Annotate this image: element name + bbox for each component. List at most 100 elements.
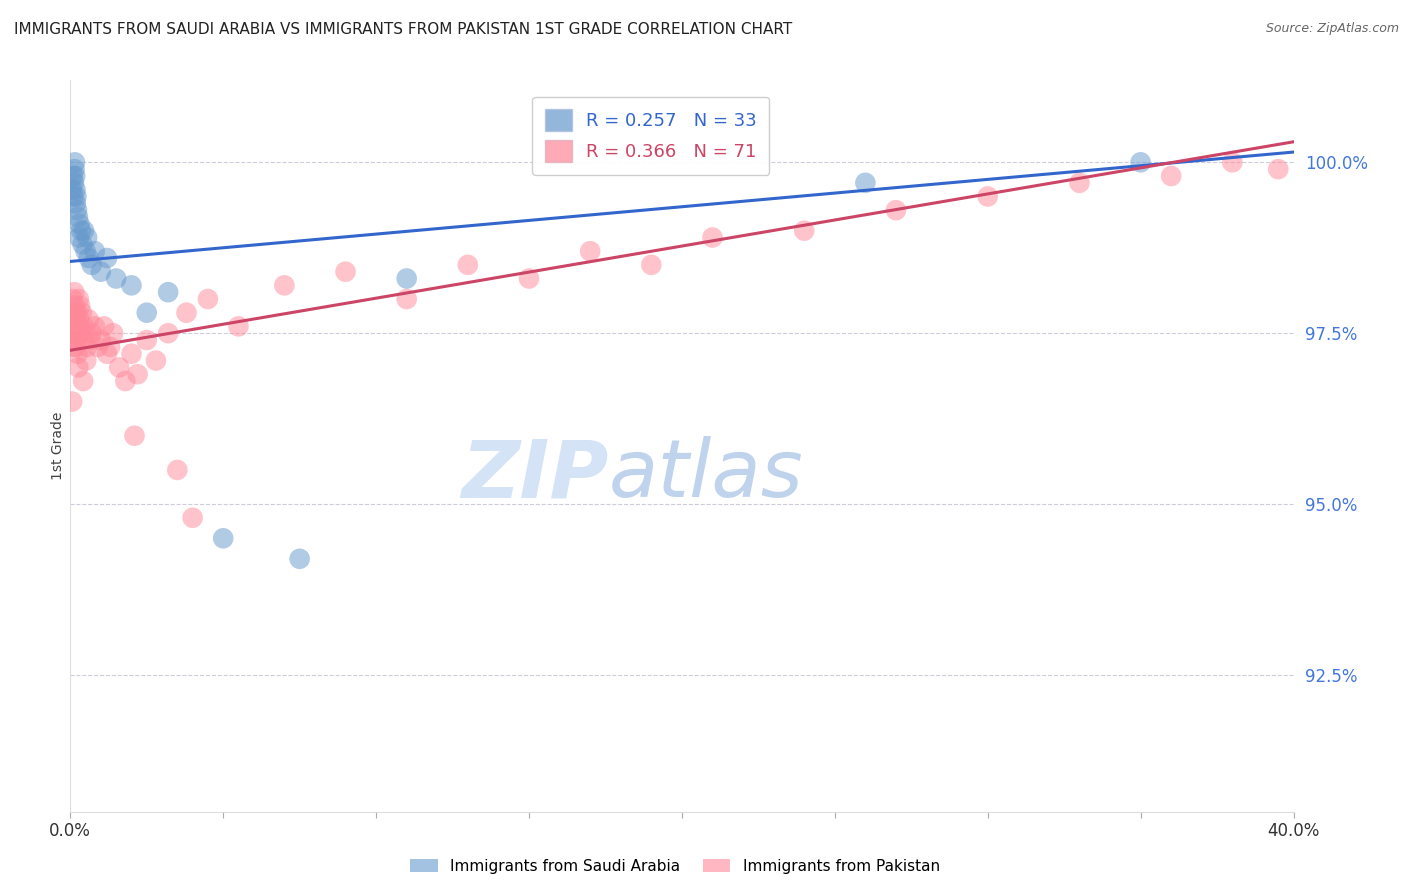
Point <box>62 340 84 354</box>
Point <box>72 333 94 347</box>
Text: ZIP: ZIP <box>461 436 609 515</box>
Point <box>63 155 86 169</box>
Point <box>77 312 100 326</box>
Point <box>63 333 86 347</box>
Point <box>181 510 204 524</box>
Point <box>72 237 94 252</box>
Point <box>228 319 250 334</box>
Point <box>63 169 86 183</box>
Point <box>65 319 87 334</box>
Point <box>73 224 96 238</box>
Point <box>80 258 103 272</box>
Point <box>135 333 157 347</box>
Point <box>66 333 89 347</box>
Point <box>157 285 180 300</box>
Point <box>395 271 418 285</box>
Point <box>98 340 121 354</box>
Point <box>63 176 86 190</box>
Point <box>1160 169 1182 183</box>
Point <box>124 429 146 443</box>
Point <box>60 183 83 197</box>
Point <box>65 196 87 211</box>
Point <box>62 189 84 203</box>
Point <box>166 463 188 477</box>
Point <box>62 326 84 341</box>
Point <box>273 278 295 293</box>
Point <box>66 306 89 320</box>
Point <box>63 285 86 300</box>
Point <box>127 368 149 382</box>
Point <box>212 531 235 545</box>
Point <box>96 347 118 361</box>
Point <box>72 374 94 388</box>
Point <box>65 312 87 326</box>
Point <box>65 189 87 203</box>
Point <box>90 333 112 347</box>
Point <box>83 244 105 259</box>
Point <box>335 265 357 279</box>
Point <box>101 326 124 341</box>
Point <box>66 347 89 361</box>
Point <box>63 319 86 334</box>
Point <box>62 292 84 306</box>
Point <box>66 326 89 341</box>
Point <box>66 210 89 224</box>
Point <box>79 333 101 347</box>
Point <box>1222 155 1244 169</box>
Point <box>87 340 110 354</box>
Point <box>80 326 103 341</box>
Point <box>60 319 83 334</box>
Point <box>579 244 602 259</box>
Point <box>62 169 84 183</box>
Point <box>75 244 97 259</box>
Point <box>76 340 98 354</box>
Point <box>69 312 91 326</box>
Point <box>197 292 219 306</box>
Point <box>93 319 115 334</box>
Point <box>67 292 90 306</box>
Point <box>66 203 89 218</box>
Text: atlas: atlas <box>609 436 803 515</box>
Point <box>70 326 93 341</box>
Point <box>83 319 105 334</box>
Point <box>65 340 87 354</box>
Point <box>1267 162 1289 177</box>
Point <box>176 306 198 320</box>
Point <box>66 319 89 334</box>
Point <box>135 306 157 320</box>
Text: Source: ZipAtlas.com: Source: ZipAtlas.com <box>1265 22 1399 36</box>
Point <box>75 326 97 341</box>
Point <box>63 162 86 177</box>
Point <box>1069 176 1091 190</box>
Point <box>395 292 418 306</box>
Point <box>90 265 112 279</box>
Point <box>62 306 84 320</box>
Point <box>157 326 180 341</box>
Point <box>69 299 91 313</box>
Point <box>517 271 540 285</box>
Point <box>702 230 724 244</box>
Point <box>77 251 100 265</box>
Legend: R = 0.257   N = 33, R = 0.366   N = 71: R = 0.257 N = 33, R = 0.366 N = 71 <box>531 96 769 175</box>
Point <box>640 258 662 272</box>
Point <box>70 224 93 238</box>
Point <box>67 360 90 375</box>
Point <box>1129 155 1152 169</box>
Text: IMMIGRANTS FROM SAUDI ARABIA VS IMMIGRANTS FROM PAKISTAN 1ST GRADE CORRELATION C: IMMIGRANTS FROM SAUDI ARABIA VS IMMIGRAN… <box>14 22 793 37</box>
Point <box>65 306 87 320</box>
Point <box>105 271 128 285</box>
Point <box>114 374 136 388</box>
Point <box>75 353 97 368</box>
Point <box>62 312 84 326</box>
Point <box>977 189 1000 203</box>
Point <box>65 183 87 197</box>
Y-axis label: 1st Grade: 1st Grade <box>51 412 65 480</box>
Point <box>121 278 143 293</box>
Point <box>855 176 877 190</box>
Point <box>63 299 86 313</box>
Point <box>145 353 167 368</box>
Point <box>67 230 90 244</box>
Point <box>884 203 907 218</box>
Point <box>69 217 91 231</box>
Point <box>457 258 479 272</box>
